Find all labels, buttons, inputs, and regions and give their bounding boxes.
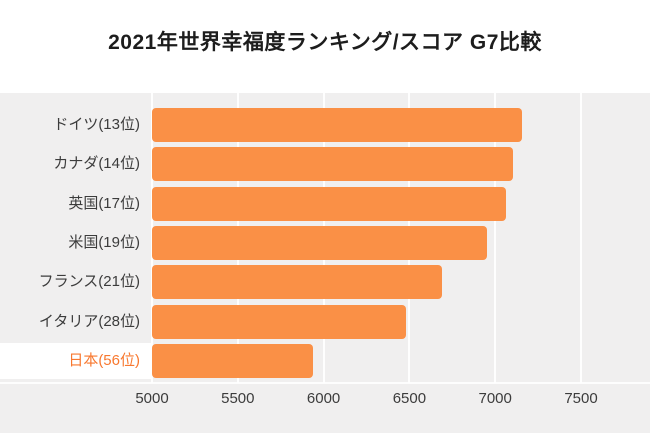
x-tick-label-4: 7000 <box>478 390 512 407</box>
x-tick-label-2: 6000 <box>306 390 341 407</box>
category-label-3: 米国(19位) <box>68 233 140 251</box>
x-axis-line <box>0 382 650 384</box>
bar-row-3 <box>152 225 487 260</box>
chart-title: 2021年世界幸福度ランキング/スコア G7比較 <box>108 31 542 54</box>
bar-row-6 <box>152 343 314 378</box>
x-tick-label-0: 5000 <box>135 390 169 407</box>
bar-row-5 <box>152 304 407 339</box>
category-label-2: 英国(17位) <box>68 194 140 212</box>
bar-row-1 <box>152 147 513 182</box>
x-tick-label-3: 6500 <box>392 390 427 407</box>
x-tick-label-1: 5500 <box>221 390 255 407</box>
category-label-4: フランス(21位) <box>38 273 140 291</box>
category-label-1: カナダ(14位) <box>53 155 140 173</box>
bar-row-2 <box>152 186 507 221</box>
plot-area: ドイツ(13位) カナダ(14位) 英国(17位) 米国(19位) フランス(21位) イ… <box>0 93 650 433</box>
x-tick-label-5: 7500 <box>564 390 598 407</box>
bar-row-0 <box>152 108 522 142</box>
gridline-7000 <box>494 93 497 383</box>
category-label-0: ドイツ(13位) <box>53 116 140 133</box>
bar-row-4 <box>152 265 442 300</box>
highlight-band <box>0 342 152 379</box>
gridline-7500 <box>580 93 582 383</box>
category-label-5: イタリア(28位) <box>38 312 140 330</box>
category-label-6: 日本(56位) <box>68 351 140 369</box>
